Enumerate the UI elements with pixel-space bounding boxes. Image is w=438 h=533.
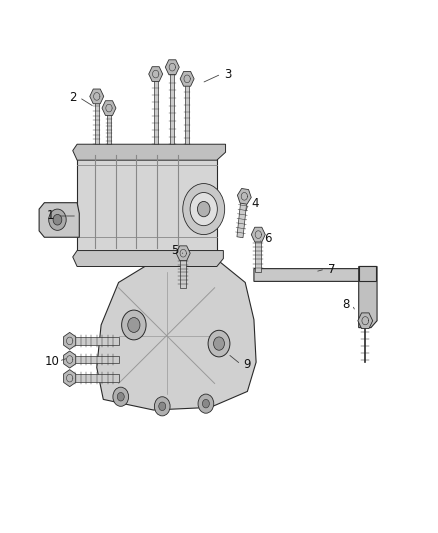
Circle shape	[154, 397, 170, 416]
Circle shape	[198, 394, 214, 413]
Bar	[107, 108, 111, 144]
Text: 5: 5	[171, 244, 178, 257]
Polygon shape	[180, 253, 186, 288]
Polygon shape	[255, 235, 261, 272]
Polygon shape	[359, 266, 377, 328]
Circle shape	[202, 399, 209, 408]
Bar	[77, 150, 217, 253]
Polygon shape	[237, 196, 247, 238]
Polygon shape	[358, 313, 373, 328]
Polygon shape	[64, 333, 76, 350]
Polygon shape	[70, 337, 119, 345]
Polygon shape	[180, 71, 194, 86]
Circle shape	[113, 387, 129, 406]
Circle shape	[208, 330, 230, 357]
Circle shape	[117, 392, 124, 401]
Polygon shape	[64, 369, 76, 386]
Polygon shape	[102, 101, 116, 116]
Circle shape	[49, 209, 66, 230]
Text: 7: 7	[328, 263, 336, 276]
Polygon shape	[251, 227, 265, 242]
Polygon shape	[97, 256, 256, 410]
Circle shape	[190, 192, 217, 225]
Polygon shape	[70, 374, 119, 382]
Text: 1: 1	[47, 209, 55, 222]
Bar	[185, 79, 189, 144]
Polygon shape	[176, 246, 190, 261]
Text: 4: 4	[251, 197, 258, 211]
Polygon shape	[237, 189, 251, 204]
Text: 10: 10	[45, 354, 60, 368]
Polygon shape	[70, 356, 119, 364]
Polygon shape	[149, 67, 162, 82]
Circle shape	[122, 310, 146, 340]
Text: 3: 3	[224, 68, 231, 80]
Text: 9: 9	[244, 358, 251, 371]
Polygon shape	[254, 269, 371, 281]
Polygon shape	[73, 144, 226, 160]
Circle shape	[128, 318, 140, 333]
Polygon shape	[73, 251, 223, 266]
Text: 6: 6	[265, 232, 272, 245]
Circle shape	[214, 337, 224, 350]
Bar	[154, 74, 158, 144]
Text: 2: 2	[69, 91, 77, 104]
Circle shape	[159, 402, 166, 410]
Text: 8: 8	[342, 298, 349, 311]
Circle shape	[53, 214, 62, 225]
Polygon shape	[39, 203, 79, 237]
Circle shape	[183, 183, 225, 235]
Circle shape	[198, 201, 210, 217]
Polygon shape	[165, 60, 179, 75]
Bar	[95, 96, 99, 144]
Polygon shape	[90, 89, 104, 104]
Bar	[170, 67, 174, 144]
Polygon shape	[64, 351, 76, 368]
Bar	[359, 266, 376, 281]
